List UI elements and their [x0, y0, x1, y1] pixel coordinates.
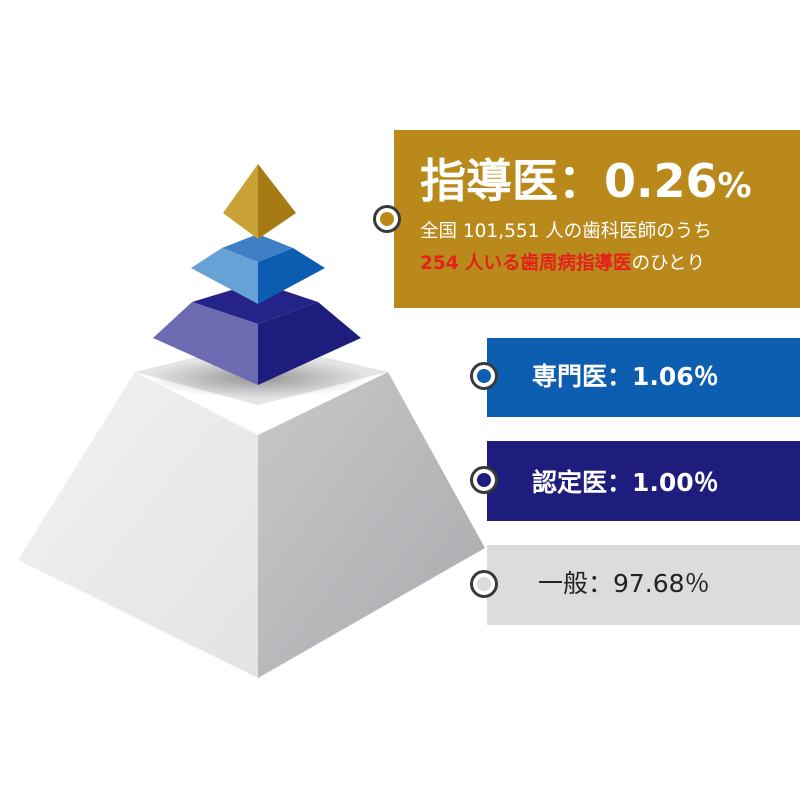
tier-top-right-face [258, 164, 296, 239]
top-tier-description-rest: のひとり [632, 253, 705, 274]
top-tier-percent-sign: % [718, 166, 752, 206]
top-tier-highlight-text: 254 人いる歯周病指導医 [420, 253, 632, 274]
pyramid-tier-specialist [191, 234, 325, 304]
top-tier-description-line1: 全国 101,551 人の歯科医師のうち [420, 218, 712, 246]
top-tier-description-line2: 254 人いる歯周病指導医のひとり [420, 250, 705, 278]
pyramid-tier-top [223, 164, 296, 239]
certified-tier-label: 認定医：1.00％ [532, 463, 719, 503]
tier-general-right-face [258, 372, 485, 678]
specialist-tier-label: 専門医：1.06％ [532, 357, 719, 397]
general-tier-label: 一般：97.68％ [538, 564, 710, 604]
general-tier-marker-icon [470, 570, 498, 598]
top-tier-title-text: 指導医：0.26 [420, 154, 718, 208]
top-tier-title: 指導医：0.26% [420, 146, 752, 216]
tier-top-left-face [223, 164, 258, 239]
top-tier-marker-icon [373, 205, 401, 233]
specialist-tier-marker-icon [470, 362, 498, 390]
certified-tier-marker-icon [470, 466, 498, 494]
tier-general-left-face [18, 372, 258, 678]
